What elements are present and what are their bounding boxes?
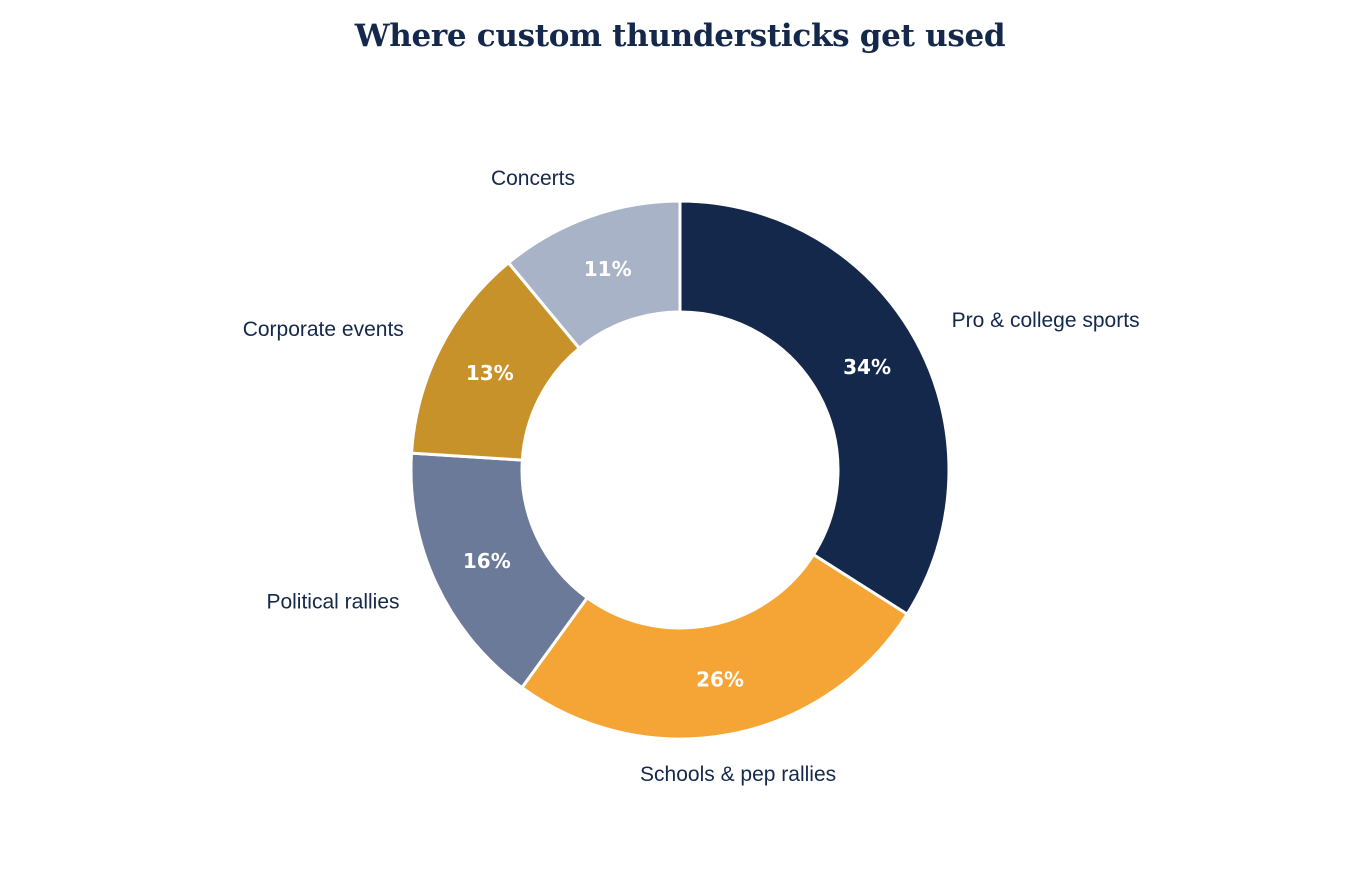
chart-title: Where custom thundersticks get used bbox=[354, 18, 1006, 54]
slices-layer bbox=[409, 199, 951, 741]
value-label-corporate-events: 13% bbox=[466, 361, 514, 385]
value-label-pro-and-college-sports: 34% bbox=[843, 355, 891, 379]
slice-schools-and-pep-rallies bbox=[520, 553, 909, 741]
slice-concerts bbox=[507, 199, 682, 350]
value-label-schools-and-pep-rallies: 26% bbox=[696, 668, 744, 692]
category-label-pro-and-college-sports: Pro & college sports bbox=[952, 309, 1140, 332]
category-label-political-rallies: Political rallies bbox=[266, 590, 399, 613]
labels-layer: 34% Pro & college sports 26% Schools & pep … bbox=[243, 167, 1140, 786]
value-label-concerts: 11% bbox=[584, 257, 632, 281]
category-label-concerts: Concerts bbox=[491, 167, 575, 190]
slice-pro-and-college-sports bbox=[678, 199, 951, 616]
value-label-political-rallies: 16% bbox=[463, 549, 511, 573]
category-label-corporate-events: Corporate events bbox=[243, 318, 404, 341]
category-label-schools-and-pep-rallies: Schools & pep rallies bbox=[640, 763, 836, 786]
